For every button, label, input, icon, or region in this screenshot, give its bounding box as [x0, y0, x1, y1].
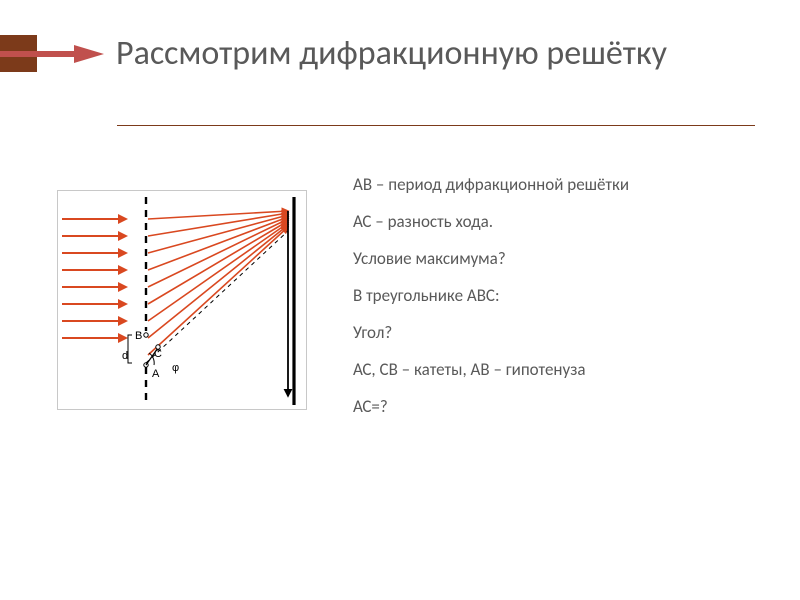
slide-title: Рассмотрим дифракционную решётку [116, 34, 686, 75]
svg-text:d: d [122, 350, 128, 362]
list-item: В треугольнике АВС: [353, 285, 753, 308]
svg-text:B: B [135, 330, 142, 342]
list-item: АС=? [353, 396, 753, 419]
title-underline [117, 125, 755, 126]
svg-text:A: A [152, 368, 160, 380]
list-item: АС – разность хода. [353, 211, 753, 234]
content-list: АВ – период дифракционной решётки АС – р… [353, 174, 753, 433]
list-item: Условие максимума? [353, 248, 753, 271]
svg-text:φ: φ [172, 362, 179, 374]
slide-decoration [0, 35, 130, 100]
svg-text:C: C [154, 348, 162, 360]
list-item: АС, СВ – катеты, АВ – гипотенуза [353, 359, 753, 382]
list-item: Угол? [353, 322, 753, 345]
diffraction-diagram: BCAφ d [57, 190, 307, 410]
list-item: АВ – период дифракционной решётки [353, 174, 753, 197]
